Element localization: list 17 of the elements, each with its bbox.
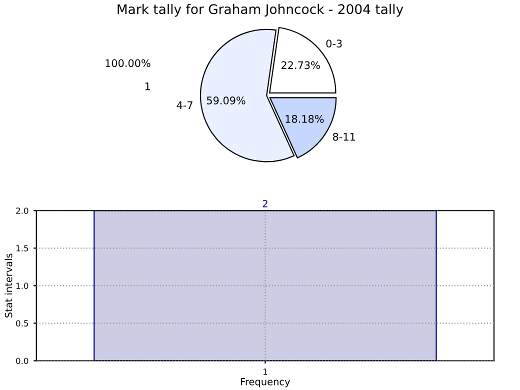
data-label: 22.73% bbox=[282, 61, 320, 70]
slice-label: 4-7 bbox=[176, 101, 192, 109]
slice-label: 0-3 bbox=[326, 40, 342, 48]
text: 100.00% bbox=[106, 59, 150, 68]
data-label: 59.09% bbox=[206, 96, 246, 104]
y-tick-label: 1.5 bbox=[16, 245, 28, 252]
y-tick-label: 0.5 bbox=[16, 320, 28, 326]
y-tick-label: 0.0 bbox=[16, 358, 28, 364]
slice-label: 8-11 bbox=[332, 132, 355, 141]
text: 1 bbox=[145, 82, 150, 90]
y-tick-label: 2.0 bbox=[16, 208, 28, 214]
y-tick-label: 1.0 bbox=[16, 282, 28, 289]
x-axis-title: Frequency bbox=[241, 378, 290, 388]
y-axis-title: Stat intervals bbox=[4, 254, 12, 318]
data-label: 2 bbox=[262, 200, 268, 208]
chart-title: Mark tally for Graham Johncock - 2004 tally bbox=[118, 4, 404, 17]
data-label: 18.18% bbox=[286, 115, 324, 123]
